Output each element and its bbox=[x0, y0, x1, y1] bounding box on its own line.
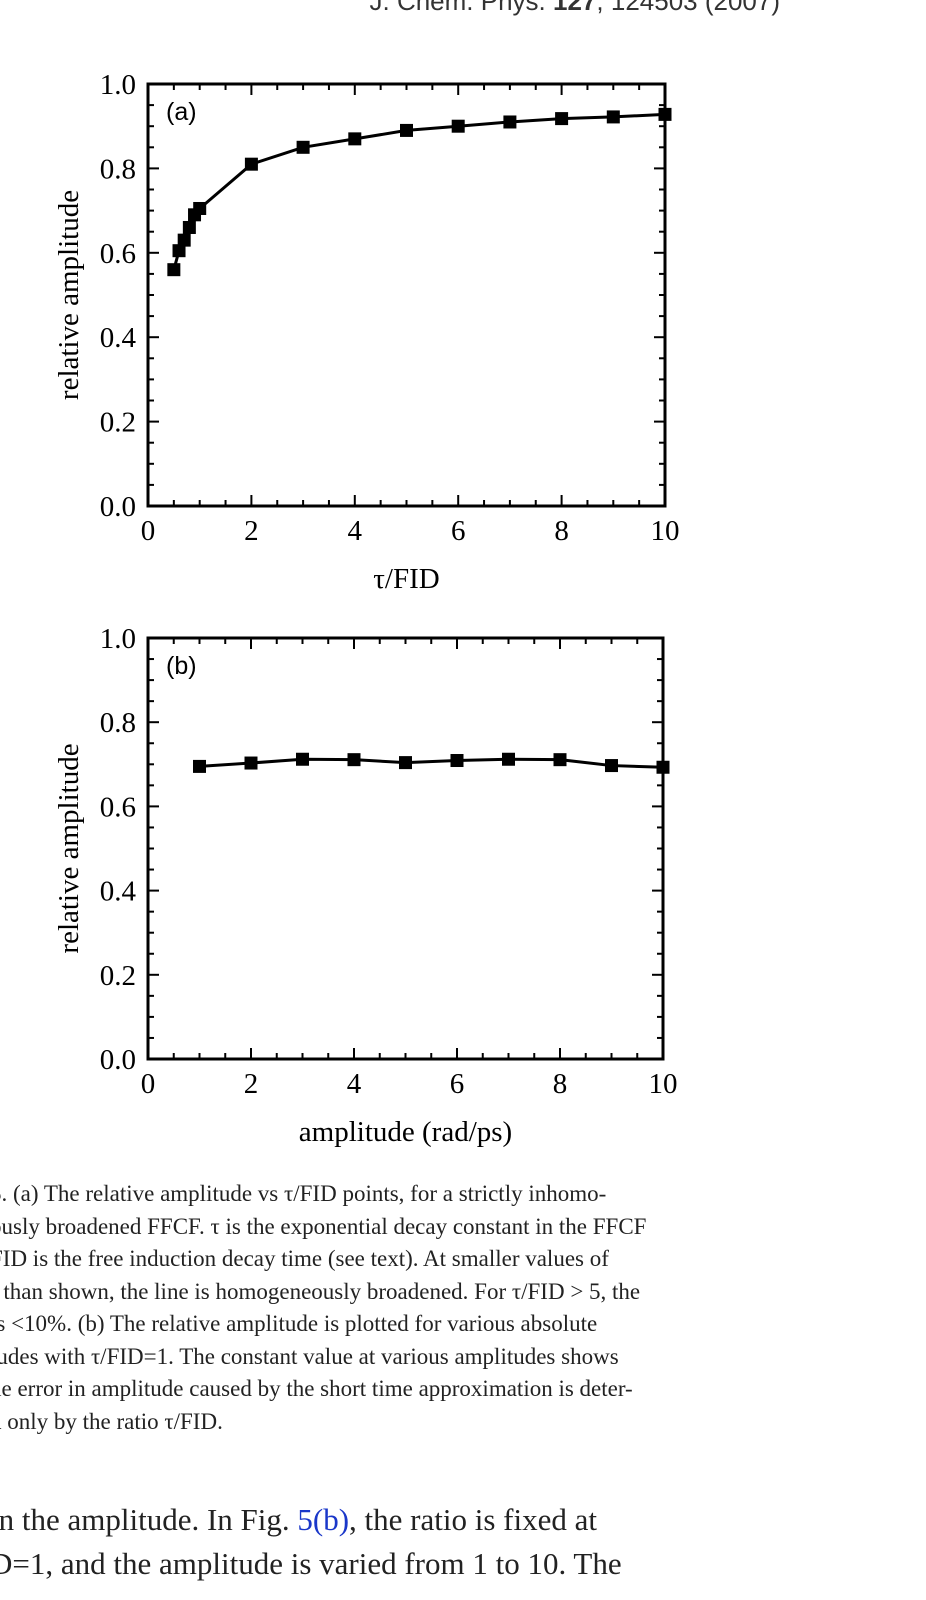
data-point-marker bbox=[400, 123, 413, 137]
data-point-marker bbox=[193, 759, 206, 773]
data-point-marker bbox=[503, 115, 517, 129]
data-point-marker bbox=[656, 760, 670, 774]
x-tick-label: 4 bbox=[348, 515, 363, 547]
y-tick-label: 0.8 bbox=[100, 707, 136, 739]
caption-line: he error in amplitude caused by the shor… bbox=[0, 1376, 633, 1401]
y-axis-label: relative amplitude bbox=[53, 743, 85, 953]
data-point-marker bbox=[555, 112, 569, 126]
panel-label: (a) bbox=[166, 98, 197, 126]
plot-frame bbox=[146, 82, 667, 508]
running-header: J. Chem. Phys. 127, 124503 (2007) bbox=[370, 0, 781, 17]
figure-panel-b: 0 2 4 6 8 10 0.0 0.2 0.4 0.6 0.8 1.0 (b) amplitude (r… bbox=[53, 623, 678, 1148]
data-point-marker bbox=[296, 140, 310, 154]
body-text-segment: in the amplitude. In Fig. bbox=[0, 1502, 298, 1537]
x-axis-label: τ/FID bbox=[373, 563, 439, 595]
x-tick-label: 10 bbox=[649, 1068, 678, 1100]
series-line bbox=[172, 112, 666, 271]
caption-line: d only by the ratio τ/FID. bbox=[0, 1408, 223, 1434]
data-point-marker bbox=[606, 110, 620, 124]
data-point-marker bbox=[450, 754, 464, 768]
x-tick-label: 8 bbox=[553, 1068, 568, 1100]
x-axis-label: amplitude (rad/ps) bbox=[299, 1116, 512, 1148]
x-tick-label: 6 bbox=[450, 1068, 465, 1100]
y-axis-label: relative amplitude bbox=[53, 190, 85, 400]
data-point-marker bbox=[451, 119, 465, 133]
data-point-marker bbox=[348, 132, 362, 146]
x-tick-label: 10 bbox=[651, 515, 680, 547]
x-tick-label: 6 bbox=[451, 515, 466, 547]
x-tick-label: 2 bbox=[244, 515, 259, 547]
body-line-1: in the amplitude. In Fig. 5(b), the rati… bbox=[0, 1498, 790, 1542]
series-line bbox=[199, 757, 664, 769]
y-tick-label: 0.6 bbox=[100, 238, 136, 270]
y-tick-label: 0.8 bbox=[100, 153, 136, 185]
y-tick-label: 0.0 bbox=[100, 1044, 136, 1076]
data-point-marker bbox=[167, 263, 181, 277]
data-point-marker bbox=[177, 233, 191, 247]
x-tick-label: 8 bbox=[554, 515, 569, 547]
figure-caption: 5. (a) The relative amplitude vs τ/FID p… bbox=[0, 1178, 796, 1438]
figure-reference-link[interactable]: 5(b) bbox=[297, 1502, 350, 1537]
data-point-marker bbox=[399, 756, 412, 770]
journal-pages: 124503 (2007) bbox=[610, 0, 780, 16]
y-tick-label: 0.0 bbox=[100, 491, 136, 523]
data-point-marker bbox=[658, 107, 672, 121]
figure-panel-a: 0 2 4 6 8 10 0.0 0.2 0.4 0.6 0.8 1.0 (a) τ/FID relativ… bbox=[53, 69, 680, 595]
journal-name: J. Chem. Phys. bbox=[369, 0, 546, 16]
x-tick-label: 4 bbox=[347, 1068, 362, 1100]
caption-line: 5. (a) The relative amplitude vs τ/FID p… bbox=[0, 1181, 607, 1206]
y-tick-label: 0.2 bbox=[100, 407, 136, 439]
journal-volume: 127 bbox=[553, 0, 597, 16]
data-point-marker bbox=[347, 753, 361, 767]
panel-label: (b) bbox=[166, 652, 197, 680]
data-point-marker bbox=[296, 752, 309, 766]
data-point-marker bbox=[244, 157, 258, 171]
y-tick-label: 1.0 bbox=[100, 69, 136, 101]
caption-line: is <10%. (b) The relative amplitude is p… bbox=[0, 1311, 598, 1336]
x-tick-label: 2 bbox=[244, 1068, 259, 1100]
y-tick-label: 0.2 bbox=[100, 960, 136, 992]
data-point-marker bbox=[553, 753, 567, 767]
plot-frame bbox=[146, 636, 665, 1061]
data-point-marker bbox=[193, 201, 207, 215]
caption-line: ously broadened FFCF. τ is the exponenti… bbox=[0, 1213, 647, 1239]
data-point-marker bbox=[502, 752, 515, 766]
data-point-marker bbox=[182, 220, 196, 234]
x-tick-label: 0 bbox=[141, 1068, 156, 1100]
body-line-2: D=1, and the amplitude is varied from 1 … bbox=[0, 1546, 622, 1581]
data-point-marker bbox=[172, 244, 186, 258]
caption-line: FID is the free induction decay time (se… bbox=[0, 1246, 609, 1271]
y-tick-label: 0.6 bbox=[100, 791, 136, 823]
body-text-segment: , the ratio is fixed at bbox=[349, 1502, 597, 1537]
caption-line: tudes with τ/FID=1. The constant value a… bbox=[0, 1343, 619, 1369]
y-tick-label: 0.4 bbox=[100, 876, 137, 908]
y-tick-label: 0.4 bbox=[100, 322, 137, 354]
data-point-marker bbox=[605, 759, 618, 773]
x-tick-label: 0 bbox=[141, 515, 156, 547]
body-paragraph: in the amplitude. In Fig. 5(b), the rati… bbox=[0, 1498, 790, 1586]
y-tick-label: 1.0 bbox=[100, 623, 136, 655]
data-point-marker bbox=[244, 756, 258, 770]
caption-line: ) than shown, the line is homogeneously … bbox=[0, 1278, 641, 1304]
